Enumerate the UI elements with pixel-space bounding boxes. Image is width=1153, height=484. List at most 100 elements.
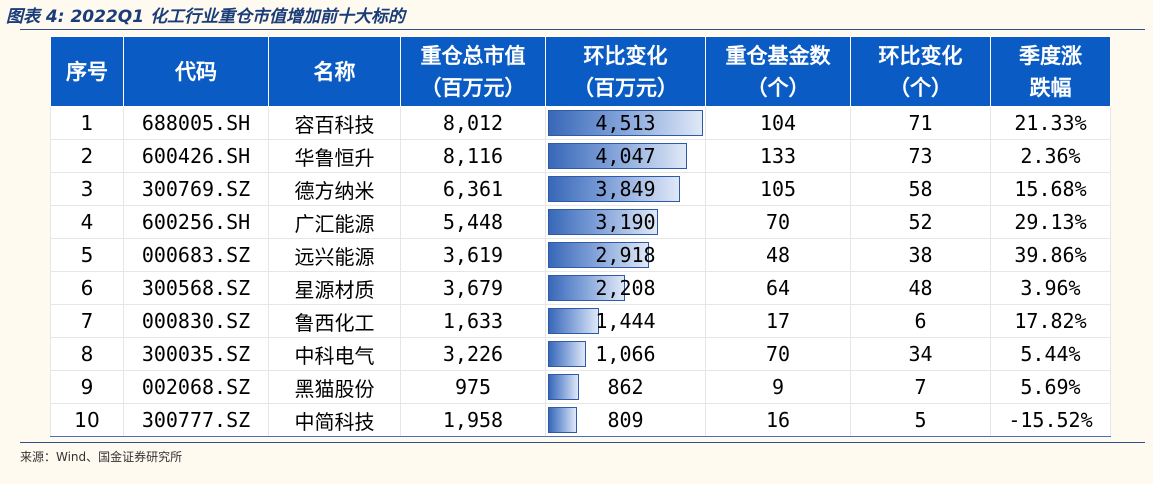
cell-quarter-return: 29.13% [990, 205, 1111, 239]
table-row: 4 600256.SH 广汇能源 5,448 3,190 70 52 29.13… [50, 205, 1111, 239]
mv-change-bar [548, 209, 659, 235]
cell-name: 星源材质 [268, 271, 401, 305]
mv-change-label: 3,190 [595, 210, 656, 234]
cell-name: 鲁西化工 [268, 304, 401, 338]
cell-fund-count: 104 [705, 106, 851, 140]
cell-code: 000830.SZ [123, 304, 269, 338]
cell-market-value: 3,679 [400, 271, 546, 305]
cell-market-value: 1,958 [400, 403, 546, 437]
cell-code: 300568.SZ [123, 271, 269, 305]
figure-title: 图表 4: 2022Q1 化工行业重仓市值增加前十大标的 [6, 7, 405, 27]
header-fund-count-line2: （个） [746, 75, 810, 100]
table-row: 8 300035.SZ 中科电气 3,226 1,066 70 34 5.44% [50, 337, 1111, 371]
cell-mv-change: 2,918 [545, 238, 706, 272]
cell-fund-change: 6 [850, 304, 991, 338]
cell-mv-change: 809 [545, 403, 706, 437]
cell-market-value: 1,633 [400, 304, 546, 338]
mv-change-bar [548, 242, 649, 268]
table-row: 6 300568.SZ 星源材质 3,679 2,208 64 48 3.96% [50, 271, 1111, 305]
table-row: 2 600426.SH 华鲁恒升 8,116 4,047 133 73 2.36… [50, 139, 1111, 173]
cell-fund-change: 34 [850, 337, 991, 371]
cell-quarter-return: 17.82% [990, 304, 1111, 338]
header-quarter-return: 季度涨 跌幅 [990, 36, 1111, 107]
cell-mv-change: 3,849 [545, 172, 706, 206]
header-code: 代码 [123, 36, 269, 107]
cell-quarter-return: 21.33% [990, 106, 1111, 140]
mv-change-bar [548, 275, 625, 301]
header-market-value-line1: 重仓总市值 [420, 43, 526, 68]
mv-change-label: 2,918 [595, 243, 656, 267]
cell-name: 德方纳米 [268, 172, 401, 206]
cell-fund-change: 73 [850, 139, 991, 173]
header-mv-change: 环比变化 （百万元） [545, 36, 706, 107]
cell-quarter-return: 5.44% [990, 337, 1111, 371]
cell-quarter-return: 15.68% [990, 172, 1111, 206]
header-fund-count-line1: 重仓基金数 [725, 43, 831, 68]
cell-fund-count: 70 [705, 337, 851, 371]
cell-mv-change: 3,190 [545, 205, 706, 239]
cell-market-value: 6,361 [400, 172, 546, 206]
cell-quarter-return: 39.86% [990, 238, 1111, 272]
cell-fund-change: 7 [850, 370, 991, 404]
cell-code: 600256.SH [123, 205, 269, 239]
cell-market-value: 3,226 [400, 337, 546, 371]
cell-quarter-return: -15.52% [990, 403, 1111, 437]
mv-change-label: 4,513 [595, 111, 656, 135]
cell-quarter-return: 2.36% [990, 139, 1111, 173]
cell-mv-change: 1,444 [545, 304, 706, 338]
cell-code: 688005.SH [123, 106, 269, 140]
header-name: 名称 [268, 36, 401, 107]
header-quarter-return-line1: 季度涨 [1019, 43, 1082, 68]
table-row: 3 300769.SZ 德方纳米 6,361 3,849 105 58 15.6… [50, 172, 1111, 206]
source-note: 来源：Wind、国金证券研究所 [20, 450, 183, 464]
cell-name: 远兴能源 [268, 238, 401, 272]
header-market-value: 重仓总市值 （百万元） [400, 36, 546, 107]
cell-seq: 6 [50, 271, 124, 305]
header-quarter-return-line2: 跌幅 [1029, 75, 1072, 100]
cell-fund-count: 17 [705, 304, 851, 338]
cell-seq: 5 [50, 238, 124, 272]
cell-seq: 9 [50, 370, 124, 404]
header-mv-change-line1: 环比变化 [583, 43, 668, 68]
cell-code: 300035.SZ [123, 337, 269, 371]
cell-name: 中科电气 [268, 337, 401, 371]
cell-fund-change: 52 [850, 205, 991, 239]
mv-change-label: 862 [607, 375, 644, 399]
header-seq: 序号 [50, 36, 124, 107]
cell-fund-count: 48 [705, 238, 851, 272]
cell-name: 华鲁恒升 [268, 139, 401, 173]
cell-market-value: 3,619 [400, 238, 546, 272]
cell-mv-change: 4,047 [545, 139, 706, 173]
cell-market-value: 975 [400, 370, 546, 404]
mv-change-label: 2,208 [595, 276, 656, 300]
cell-market-value: 5,448 [400, 205, 546, 239]
cell-fund-count: 64 [705, 271, 851, 305]
cell-seq: 7 [50, 304, 124, 338]
table-row: 1 688005.SH 容百科技 8,012 4,513 104 71 21.3… [50, 106, 1111, 140]
cell-fund-count: 70 [705, 205, 851, 239]
cell-quarter-return: 5.69% [990, 370, 1111, 404]
cell-name: 容百科技 [268, 106, 401, 140]
cell-seq: 4 [50, 205, 124, 239]
mv-change-bar [548, 110, 703, 136]
cell-mv-change: 4,513 [545, 106, 706, 140]
mv-change-bar [548, 308, 599, 334]
cell-seq: 3 [50, 172, 124, 206]
mv-change-label: 1,066 [595, 342, 656, 366]
title-rule [20, 29, 1145, 30]
table-row: 9 002068.SZ 黑猫股份 975 862 9 7 5.69% [50, 370, 1111, 404]
header-fund-change: 环比变化 （个） [850, 36, 991, 107]
cell-code: 600426.SH [123, 139, 269, 173]
cell-fund-change: 71 [850, 106, 991, 140]
cell-mv-change: 2,208 [545, 271, 706, 305]
mv-change-bar [548, 341, 587, 367]
cell-fund-change: 5 [850, 403, 991, 437]
cell-market-value: 8,116 [400, 139, 546, 173]
header-mv-change-line2: （百万元） [573, 75, 678, 100]
cell-seq: 10 [50, 403, 124, 437]
table-row: 10 300777.SZ 中简科技 1,958 809 16 5 -15.52% [50, 403, 1111, 437]
cell-fund-change: 58 [850, 172, 991, 206]
cell-code: 002068.SZ [123, 370, 269, 404]
cell-quarter-return: 3.96% [990, 271, 1111, 305]
cell-seq: 2 [50, 139, 124, 173]
